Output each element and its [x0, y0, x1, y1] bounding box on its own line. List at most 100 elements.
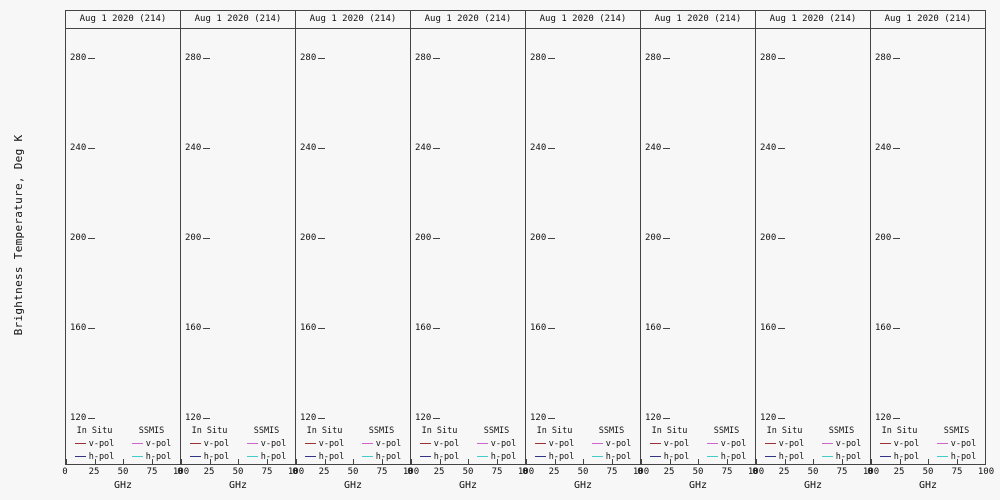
- x-tick-labels: 0 25 50 75 100: [177, 467, 304, 478]
- legend-entry-label: h-pol: [145, 451, 172, 462]
- y-tick-mark: [88, 327, 96, 329]
- x-unit-label: GHz: [228, 480, 248, 491]
- legend-entry-row: v-pol v-pol: [871, 437, 985, 450]
- legend-line-swatch: [476, 443, 488, 444]
- legend-entry-insitu: v-pol: [871, 439, 928, 449]
- legend-line-swatch: [361, 456, 373, 457]
- x-tick-labels: 0 25 50 75 100: [637, 467, 764, 478]
- x-tick-mark: [296, 459, 297, 464]
- legend: In Situ SSMIS v-pol v-pol h-pol h-pol: [296, 424, 410, 463]
- x-tick-label: 50: [577, 467, 589, 477]
- y-tick: 160: [70, 323, 96, 333]
- y-tick-mark: [663, 237, 671, 239]
- legend-line-swatch: [879, 456, 891, 457]
- legend-entry-row: v-pol v-pol: [181, 437, 295, 450]
- legend-line-swatch: [476, 456, 488, 457]
- x-tick-label: 0: [522, 467, 528, 477]
- y-tick-mark: [318, 237, 326, 239]
- panel-title: Aug 1 2020 (214): [181, 11, 295, 29]
- legend-entry-row: h-pol h-pol: [641, 450, 755, 463]
- y-tick-label: 280: [415, 53, 432, 63]
- plot-frame: Aug 1 2020 (214) 280 240 200 160 120 In Situ S…: [65, 10, 181, 465]
- legend-header-row: In Situ SSMIS: [411, 424, 525, 437]
- legend-entry-label: v-pol: [893, 438, 920, 449]
- legend-entry-label: v-pol: [548, 438, 575, 449]
- x-tick-mark: [468, 459, 469, 464]
- legend-entry-ssmis: h-pol: [813, 452, 870, 462]
- x-tick-mark: [583, 459, 584, 464]
- y-tick-mark: [203, 57, 211, 59]
- y-tick: 280: [530, 53, 556, 63]
- x-tick-mark: [181, 459, 182, 464]
- x-tick-mark: [641, 459, 642, 464]
- y-tick: 280: [645, 53, 671, 63]
- legend-entry-row: h-pol h-pol: [66, 450, 180, 463]
- x-tick-mark: [94, 459, 96, 464]
- legend-entry-label: h-pol: [375, 451, 402, 462]
- panel-title: Aug 1 2020 (214): [871, 11, 985, 29]
- x-tick-mark: [209, 459, 211, 464]
- y-tick-mark: [548, 57, 556, 59]
- y-tick-mark: [433, 237, 441, 239]
- legend-entry-label: h-pol: [605, 451, 632, 462]
- legend-entry-row: h-pol h-pol: [181, 450, 295, 463]
- y-tick: 280: [185, 53, 211, 63]
- y-tick-mark: [433, 327, 441, 329]
- y-tick-label: 200: [760, 233, 777, 243]
- legend-entry-row: v-pol v-pol: [756, 437, 870, 450]
- y-tick: 200: [875, 233, 901, 243]
- legend-entry-insitu: h-pol: [641, 452, 698, 462]
- y-tick-mark: [778, 57, 786, 59]
- x-tick-label: 0: [292, 467, 298, 477]
- legend-line-swatch: [361, 443, 373, 444]
- y-tick-label: 120: [185, 413, 202, 423]
- legend: In Situ SSMIS v-pol v-pol h-pol h-pol: [871, 424, 985, 463]
- y-tick-mark: [433, 147, 441, 149]
- legend-entry-label: v-pol: [145, 438, 172, 449]
- x-tick-label: 25: [433, 467, 445, 477]
- y-tick-label: 120: [645, 413, 662, 423]
- legend: In Situ SSMIS v-pol v-pol h-pol h-pol: [411, 424, 525, 463]
- plot-area: 280 240 200 160 120 In Situ SSMIS v-pol v-pol h-p…: [756, 29, 871, 464]
- y-tick-label: 280: [760, 53, 777, 63]
- x-tick-label: 50: [347, 467, 359, 477]
- panel-title: Aug 1 2020 (214): [66, 11, 180, 29]
- legend-entry-ssmis: h-pol: [468, 452, 525, 462]
- y-tick-label: 120: [875, 413, 892, 423]
- legend-entry-insitu: v-pol: [411, 439, 468, 449]
- legend-header-ssmis: SSMIS: [368, 425, 395, 436]
- y-tick-mark: [548, 417, 556, 419]
- y-tick: 160: [415, 323, 441, 333]
- y-tick-label: 280: [530, 53, 547, 63]
- x-tick-mark: [784, 459, 786, 464]
- legend: In Situ SSMIS v-pol v-pol h-pol h-pol: [756, 424, 870, 463]
- y-tick-label: 200: [415, 233, 432, 243]
- x-tick-label: 0: [867, 467, 873, 477]
- y-tick-mark: [203, 417, 211, 419]
- legend-header-row: In Situ SSMIS: [66, 424, 180, 437]
- x-tick-label: 50: [462, 467, 474, 477]
- x-tick-label: 75: [491, 467, 503, 477]
- legend-line-swatch: [649, 456, 661, 457]
- legend-header-row: In Situ SSMIS: [871, 424, 985, 437]
- x-tick-mark: [756, 459, 757, 464]
- y-tick: 240: [70, 143, 96, 153]
- legend-entry-ssmis: v-pol: [698, 439, 755, 449]
- y-tick-mark: [203, 327, 211, 329]
- x-tick-label: 25: [88, 467, 100, 477]
- x-unit-label: GHz: [688, 480, 708, 491]
- legend-line-swatch: [706, 456, 718, 457]
- legend-line-swatch: [419, 443, 431, 444]
- y-tick: 160: [300, 323, 326, 333]
- chart-panel: Aug 1 2020 (214) 280 240 200 160 120 In Situ S…: [867, 10, 994, 498]
- y-tick-label: 160: [875, 323, 892, 333]
- y-tick-label: 240: [760, 143, 777, 153]
- legend-entry-label: h-pol: [548, 451, 575, 462]
- y-tick: 120: [645, 413, 671, 423]
- legend-header-ssmis: SSMIS: [598, 425, 625, 436]
- legend-entry-insitu: h-pol: [756, 452, 813, 462]
- x-tick-mark: [324, 459, 326, 464]
- x-tick-mark: [669, 459, 671, 464]
- y-tick-mark: [433, 57, 441, 59]
- y-tick: 200: [300, 233, 326, 243]
